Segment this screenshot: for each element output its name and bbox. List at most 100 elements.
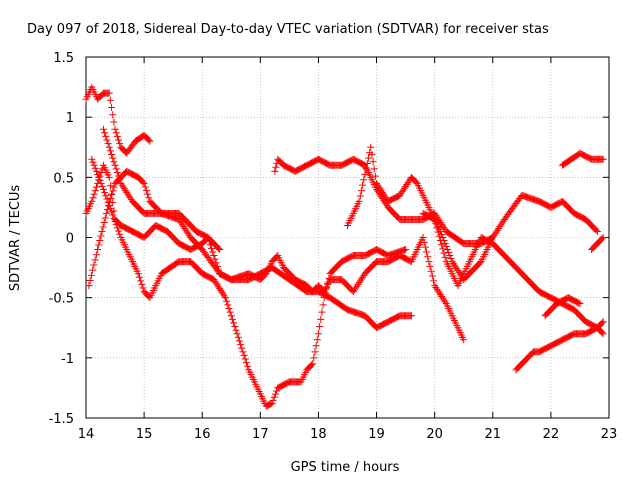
data-point xyxy=(98,182,106,190)
data-point xyxy=(213,281,221,289)
data-point xyxy=(106,96,114,104)
data-point xyxy=(360,176,368,184)
data-point xyxy=(424,253,432,261)
data-point xyxy=(226,308,234,316)
data-point xyxy=(142,187,150,195)
data-point xyxy=(421,243,429,251)
data-point xyxy=(435,217,443,225)
x-tick-label: 18 xyxy=(310,427,327,442)
data-point xyxy=(460,336,468,344)
data-point xyxy=(116,176,124,184)
data-point xyxy=(105,89,113,97)
data-point xyxy=(99,185,107,193)
data-point xyxy=(355,279,363,287)
data-point xyxy=(239,348,247,356)
data-point xyxy=(324,279,332,287)
data-point xyxy=(106,147,114,155)
data-point xyxy=(218,288,226,296)
data-point xyxy=(220,292,228,300)
data-point xyxy=(180,223,188,231)
data-point xyxy=(89,266,97,274)
series-track-e xyxy=(99,125,415,332)
y-tick-label: 0 xyxy=(66,232,74,247)
y-tick-label: -1 xyxy=(61,352,74,367)
data-point xyxy=(307,361,315,369)
x-tick-label: 23 xyxy=(601,427,618,442)
data-point xyxy=(314,330,322,338)
data-point xyxy=(105,173,113,181)
y-axis-ticks: 1.5 1 0.5 0 -0.5 -1 -1.5 xyxy=(49,51,609,427)
data-point xyxy=(104,140,112,148)
data-point xyxy=(126,194,134,202)
data-point xyxy=(89,194,97,202)
x-tick-label: 17 xyxy=(252,427,269,442)
data-point xyxy=(144,190,152,198)
data-point xyxy=(107,194,115,202)
y-tick-label: 1 xyxy=(66,111,74,126)
data-point xyxy=(400,184,408,192)
data-point xyxy=(113,132,121,140)
data-point xyxy=(108,208,116,216)
data-point xyxy=(109,111,117,119)
data-point xyxy=(146,137,154,145)
data-point xyxy=(443,246,451,254)
data-point xyxy=(105,143,113,151)
data-point xyxy=(319,301,327,309)
data-point xyxy=(181,224,189,232)
data-point xyxy=(426,262,434,270)
data-point xyxy=(110,118,118,126)
data-point xyxy=(419,234,427,241)
data-point xyxy=(109,154,117,162)
data-point xyxy=(407,312,415,320)
data-point xyxy=(214,283,222,291)
data-point xyxy=(145,194,153,202)
data-point xyxy=(378,188,386,196)
x-tick-label: 21 xyxy=(485,427,502,442)
data-point xyxy=(353,282,361,290)
data-point xyxy=(454,267,462,275)
data-point xyxy=(357,187,365,195)
data-point xyxy=(216,285,224,293)
data-point xyxy=(431,282,439,290)
series-track-k xyxy=(588,234,607,254)
data-point xyxy=(361,170,369,178)
data-point xyxy=(428,272,436,280)
data-point xyxy=(216,246,224,254)
data-point xyxy=(225,304,233,312)
data-point xyxy=(434,228,442,236)
data-point xyxy=(235,337,243,345)
data-point xyxy=(111,125,119,133)
data-point xyxy=(313,336,321,344)
data-point xyxy=(140,179,148,187)
data-point xyxy=(376,185,384,193)
data-point xyxy=(103,206,111,214)
data-point xyxy=(269,396,277,404)
data-point xyxy=(441,253,449,261)
data-point xyxy=(91,256,99,264)
data-point xyxy=(184,230,192,238)
x-tick-label: 16 xyxy=(194,427,211,442)
data-point xyxy=(116,230,124,238)
data-point xyxy=(113,224,121,232)
y-tick-label: -1.5 xyxy=(49,412,74,427)
data-point xyxy=(489,234,497,241)
data-point xyxy=(381,192,389,200)
data-point xyxy=(490,232,498,240)
data-point xyxy=(575,299,583,307)
data-point xyxy=(108,191,116,199)
data-point xyxy=(92,167,100,175)
data-point xyxy=(99,223,107,231)
data-point xyxy=(177,219,185,227)
data-point xyxy=(137,277,145,285)
data-point xyxy=(90,261,98,269)
data-point xyxy=(599,234,607,241)
data-point xyxy=(427,267,435,275)
series-track-d xyxy=(88,155,410,410)
data-point xyxy=(228,315,236,323)
data-point xyxy=(350,286,358,294)
data-point xyxy=(108,104,116,112)
data-point xyxy=(111,217,119,225)
data-point xyxy=(85,282,93,290)
data-point xyxy=(404,179,412,187)
data-point xyxy=(110,214,118,222)
